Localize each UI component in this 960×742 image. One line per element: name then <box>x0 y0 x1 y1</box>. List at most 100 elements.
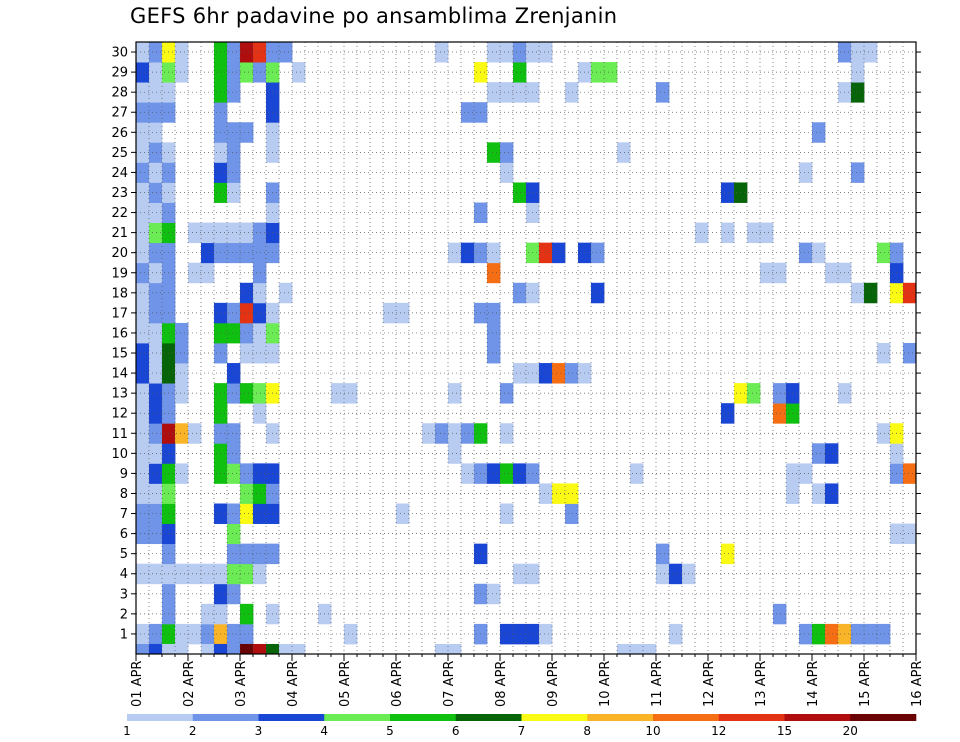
heatmap-cell <box>253 242 267 264</box>
heatmap-cell <box>253 342 267 364</box>
heatmap-cell <box>812 242 826 264</box>
heatmap-cell <box>383 302 397 324</box>
heatmap-cell <box>461 102 475 123</box>
heatmap-cell <box>136 503 150 524</box>
heatmap-cell <box>175 463 189 484</box>
legend-label: 2 <box>189 724 197 738</box>
heatmap-cell <box>825 483 839 504</box>
heatmap-cell <box>175 363 189 384</box>
y-tick-label: 20 <box>111 246 128 261</box>
x-tick-label: 06 APR <box>390 661 405 707</box>
y-tick-label: 18 <box>111 286 128 301</box>
heatmap-cell <box>201 623 215 645</box>
y-tick-label: 25 <box>111 146 128 161</box>
heatmap-cell <box>487 142 501 163</box>
heatmap-cell <box>149 563 163 585</box>
y-tick-label: 28 <box>111 86 128 101</box>
heatmap-cell <box>513 463 527 484</box>
y-tick-label: 3 <box>120 587 128 602</box>
legend-swatch <box>324 714 391 721</box>
heatmap-cell <box>136 363 150 384</box>
y-tick-label: 16 <box>111 326 128 341</box>
heatmap-cell <box>565 363 579 384</box>
heatmap-cell <box>136 623 150 645</box>
heatmap-cell <box>773 603 787 625</box>
heatmap-cell <box>487 262 501 284</box>
y-tick-label: 2 <box>120 607 128 622</box>
heatmap-cell <box>487 463 501 484</box>
y-tick-label: 9 <box>120 467 128 482</box>
heatmap-cell <box>500 423 514 444</box>
heatmap-cell <box>227 42 241 63</box>
heatmap-cell <box>240 383 254 404</box>
y-tick-label: 12 <box>111 407 128 422</box>
heatmap-cell <box>240 242 254 264</box>
heatmap-cell <box>721 222 735 244</box>
heatmap-cell <box>539 242 553 264</box>
heatmap-cell <box>617 643 631 655</box>
y-tick-label: 22 <box>111 206 128 221</box>
heatmap-cell <box>136 342 150 364</box>
heatmap-cell <box>227 583 241 605</box>
heatmap-cell <box>812 122 826 143</box>
heatmap-cell <box>240 483 254 504</box>
heatmap-cell <box>448 423 462 444</box>
heatmap-cell <box>799 162 813 183</box>
heatmap-cell <box>240 322 254 344</box>
x-tick-label: 14 APR <box>806 661 821 707</box>
y-tick-label: 29 <box>111 66 128 81</box>
y-tick-label: 26 <box>111 126 128 141</box>
legend-label: 3 <box>255 724 263 738</box>
y-tick-label: 7 <box>120 507 128 522</box>
heatmap-cell <box>149 302 163 324</box>
heatmap-cell <box>240 342 254 364</box>
heatmap-cell <box>227 182 241 203</box>
heatmap-cell <box>253 503 267 524</box>
heatmap-cell <box>591 242 605 264</box>
heatmap-cell <box>240 643 254 655</box>
heatmap-cell <box>877 623 891 645</box>
heatmap-cell <box>266 643 280 655</box>
heatmap-cell <box>864 282 878 304</box>
heatmap-cell <box>136 142 150 163</box>
heatmap-cell <box>149 262 163 284</box>
heatmap-cell <box>149 102 163 123</box>
heatmap-cell <box>149 62 163 83</box>
x-tick-label: 05 APR <box>338 661 353 707</box>
heatmap-cell <box>149 383 163 404</box>
heatmap-cell <box>227 523 241 545</box>
heatmap-cell <box>851 282 865 304</box>
heatmap-cell <box>240 122 254 143</box>
heatmap-cell <box>591 282 605 304</box>
heatmap-cell <box>175 322 189 344</box>
heatmap-cell <box>500 142 514 163</box>
x-tick-label: 02 APR <box>182 661 197 707</box>
heatmap-cell <box>487 583 501 605</box>
legend-label: 10 <box>645 724 660 738</box>
y-tick-label: 8 <box>120 487 128 502</box>
y-tick-label: 19 <box>111 266 128 281</box>
legend-label: 7 <box>518 724 526 738</box>
heatmap-cell <box>812 623 826 645</box>
heatmap-cell <box>136 242 150 264</box>
heatmap-cell <box>760 222 774 244</box>
heatmap-cell <box>240 543 254 565</box>
heatmap-cell <box>903 282 917 304</box>
legend-swatch <box>718 714 785 721</box>
heatmap-cell <box>136 122 150 143</box>
heatmap-cell <box>149 182 163 203</box>
x-tick-label: 01 APR <box>130 661 145 707</box>
y-tick-label: 4 <box>120 567 128 582</box>
heatmap-cell <box>201 563 215 585</box>
heatmap-cell <box>487 42 501 63</box>
heatmap-cell <box>877 423 891 444</box>
heatmap-cell <box>617 142 631 163</box>
x-tick-label: 10 APR <box>598 661 613 707</box>
heatmap-cell <box>175 383 189 404</box>
heatmap-cell <box>136 162 150 183</box>
heatmap-cell <box>773 262 787 284</box>
legend-label: 8 <box>583 724 591 738</box>
heatmap-cell <box>487 302 501 324</box>
y-tick-label: 24 <box>111 166 128 181</box>
heatmap-cell <box>864 42 878 63</box>
